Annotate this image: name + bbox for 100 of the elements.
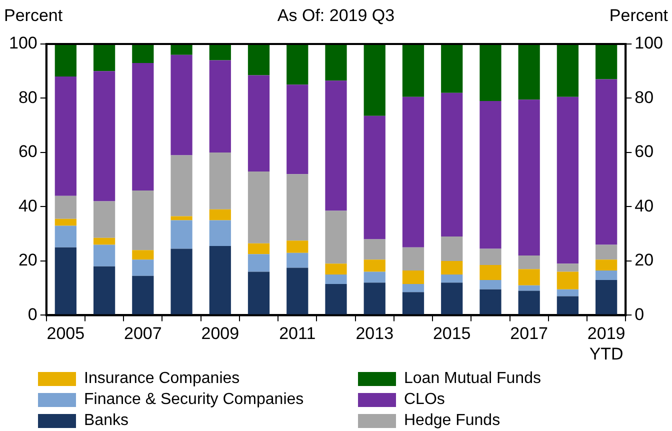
bar [248,171,270,244]
bar [441,44,463,93]
bar [480,44,502,101]
bar [132,44,154,63]
y-tick-label: 0 [28,304,38,324]
bar [286,268,308,315]
bar [441,282,463,315]
bar [518,44,540,100]
bar [596,244,618,260]
bar [364,282,386,315]
bar [364,239,386,260]
bar [93,71,116,202]
bar [93,266,116,315]
x-tick-label: 2009 [201,324,240,344]
bar [364,116,386,240]
legend-label: Hedge Funds [404,412,500,430]
bar [480,289,502,315]
bar [54,196,76,219]
bar [209,44,231,60]
legend-label: Loan Mutual Funds [404,370,541,388]
bar [402,44,424,97]
bar [248,243,270,254]
bar [518,100,540,256]
bar [556,44,579,97]
x-tick-label: 2015 [432,324,471,344]
bar [286,240,308,253]
bar [556,264,579,272]
y2-tick-label: 100 [634,34,664,53]
bar [402,270,424,284]
bar [170,155,192,216]
bar [209,220,231,246]
bar [480,265,502,280]
y-tick-label: 100 [8,34,38,53]
bar [248,254,270,272]
legend-label: CLOs [404,390,445,408]
bar [441,92,463,237]
bar [325,44,347,81]
bar [209,152,231,210]
x-tick-label: 2017 [510,324,548,344]
legend-label: Banks [84,412,128,430]
bar [93,44,116,72]
bar [518,269,540,286]
bar [286,174,308,241]
bar [441,274,463,283]
bar [325,274,347,284]
bar [132,260,154,276]
x-tick-label: 2013 [356,324,394,344]
bar [556,96,579,264]
legend-label: Insurance Companies [84,370,240,388]
bar [364,260,386,272]
y2-tick-label: 20 [634,250,654,270]
bar [596,270,618,280]
bar [132,250,154,260]
bar [93,244,116,266]
bar [596,44,618,80]
y2-tick-label: 60 [634,142,654,162]
y-tick-label: 20 [18,250,38,270]
chart-title: As Of: 2019 Q3 [277,6,395,25]
bar [402,247,424,270]
bar [132,62,154,190]
bar [402,96,424,248]
bar [248,272,270,315]
bar [518,256,540,270]
bar [596,79,618,245]
bar [556,296,579,315]
bar [480,248,502,266]
bar [54,218,76,226]
bar [441,260,463,275]
bar [556,272,579,290]
bar [93,201,116,238]
bar [54,247,76,315]
legend-label: Finance & Security Companies [84,390,304,408]
bar [480,280,502,290]
x-tick-label: 2007 [124,324,162,344]
bar [170,54,192,156]
bar [325,210,347,264]
bar [286,252,308,268]
bar [209,209,231,220]
bar [132,190,154,250]
bar [132,276,154,315]
bar [93,238,116,245]
bar [54,226,76,248]
y2-axis-title: Percent [609,6,668,26]
x-tick-label: 2005 [46,324,85,344]
y2-tick-label: 40 [634,196,654,216]
bar [209,246,231,315]
bar [325,264,347,275]
bar [402,284,424,292]
y-axis-title: Percent [4,6,63,26]
bar [518,285,540,291]
bar [596,280,618,315]
bar [325,284,347,315]
y-tick-label: 40 [18,196,38,216]
bar [248,44,270,76]
bar [364,44,386,116]
bar [441,236,463,261]
y2-tick-label: 80 [634,88,654,107]
bar [170,216,192,220]
bar [54,76,76,196]
bar [54,44,76,77]
